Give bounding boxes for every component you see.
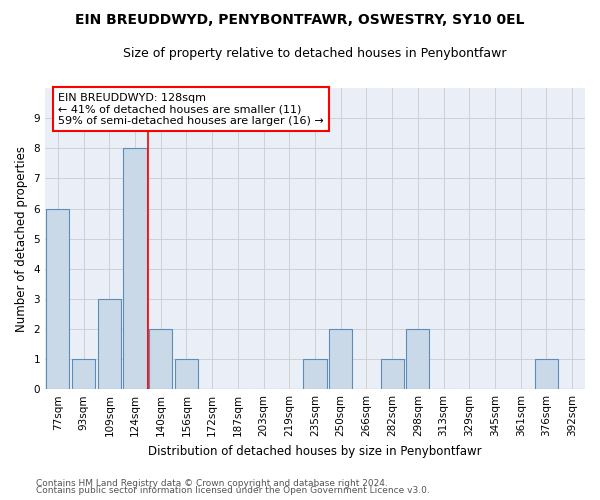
Text: Contains HM Land Registry data © Crown copyright and database right 2024.: Contains HM Land Registry data © Crown c… — [36, 478, 388, 488]
X-axis label: Distribution of detached houses by size in Penybontfawr: Distribution of detached houses by size … — [148, 444, 482, 458]
Bar — [535, 359, 558, 389]
Text: Contains public sector information licensed under the Open Government Licence v3: Contains public sector information licen… — [36, 486, 430, 495]
Bar — [72, 359, 95, 389]
Bar — [329, 329, 352, 389]
Bar — [304, 359, 326, 389]
Text: EIN BREUDDWYD: 128sqm
← 41% of detached houses are smaller (11)
59% of semi-deta: EIN BREUDDWYD: 128sqm ← 41% of detached … — [58, 92, 324, 126]
Title: Size of property relative to detached houses in Penybontfawr: Size of property relative to detached ho… — [123, 48, 507, 60]
Bar — [380, 359, 404, 389]
Bar — [406, 329, 430, 389]
Bar — [149, 329, 172, 389]
Bar — [98, 299, 121, 389]
Bar — [46, 208, 70, 389]
Text: EIN BREUDDWYD, PENYBONTFAWR, OSWESTRY, SY10 0EL: EIN BREUDDWYD, PENYBONTFAWR, OSWESTRY, S… — [75, 12, 525, 26]
Y-axis label: Number of detached properties: Number of detached properties — [15, 146, 28, 332]
Bar — [175, 359, 198, 389]
Bar — [124, 148, 146, 389]
